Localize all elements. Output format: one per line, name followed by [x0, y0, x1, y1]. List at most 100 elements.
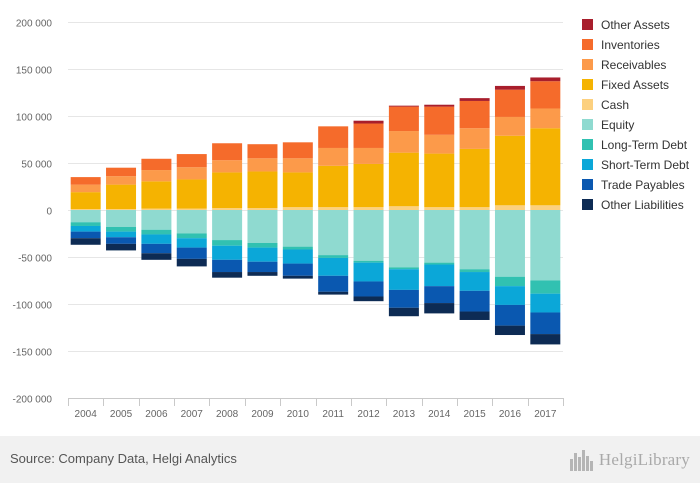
helgi-library-logo[interactable]: HelgiLibrary: [569, 448, 690, 472]
bar-trade-payables: [388, 289, 419, 308]
bar-receivables: [141, 170, 172, 182]
bar-cash: [318, 207, 349, 210]
bar-other-assets: [353, 120, 384, 124]
bar-other-liabilities: [70, 238, 101, 245]
logo-text: HelgiLibrary: [598, 450, 690, 469]
x-tick-label: 2008: [216, 409, 239, 420]
bar-inventories: [141, 158, 172, 171]
bar-trade-payables: [212, 259, 243, 273]
bar-other-liabilities: [318, 291, 349, 295]
legend-swatch: [582, 39, 593, 50]
legend-swatch: [582, 79, 593, 90]
bar-receivables: [247, 158, 278, 172]
bar-receivables: [106, 176, 137, 185]
bar-equity: [459, 210, 490, 270]
bar-cash: [247, 208, 278, 210]
bar-inventories: [424, 106, 455, 135]
y-tick-label: -150 000: [13, 348, 53, 359]
bar-cash: [282, 207, 313, 210]
bar-other-liabilities: [494, 325, 525, 336]
bar-equity: [212, 210, 243, 241]
y-tick-label: 50 000: [21, 160, 52, 171]
bar-long-term-debt: [424, 262, 455, 265]
bar-long-term-debt: [176, 233, 207, 239]
bar-short-term-debt: [424, 264, 455, 287]
x-tick-label: 2005: [110, 409, 133, 420]
bar-long-term-debt: [353, 260, 384, 263]
legend-label: Other Liabilities: [601, 198, 684, 212]
bar-trade-payables: [106, 237, 137, 244]
bar-short-term-debt: [212, 245, 243, 260]
bar-cash: [353, 207, 384, 210]
y-tick-label: -100 000: [13, 301, 53, 312]
bar-receivables: [388, 131, 419, 153]
bar-inventories: [212, 143, 243, 161]
source-text: Source: Company Data, Helgi Analytics: [10, 451, 237, 466]
bar-fixed-assets: [353, 163, 384, 208]
bar-inventories: [530, 81, 561, 109]
bar-receivables: [530, 108, 561, 129]
bar-equity: [176, 210, 207, 234]
legend-label: Inventories: [601, 38, 660, 52]
bar-cash: [212, 208, 243, 210]
legend-swatch: [582, 159, 593, 170]
bar-receivables: [212, 160, 243, 173]
bar-other-liabilities: [424, 303, 455, 314]
legend-label: Short-Term Debt: [601, 158, 690, 172]
x-tick-label: 2015: [463, 409, 486, 420]
bar-trade-payables: [424, 286, 455, 304]
y-tick-label: -200 000: [13, 395, 53, 406]
y-tick-label: 100 000: [16, 113, 53, 124]
bar-other-assets: [459, 98, 490, 101]
bar-other-assets: [494, 85, 525, 90]
legend-swatch: [582, 139, 593, 150]
bar-inventories: [176, 154, 207, 168]
bar-long-term-debt: [212, 240, 243, 246]
bar-cash: [141, 208, 172, 210]
bar-equity: [106, 210, 137, 227]
bar-inventories: [106, 167, 137, 177]
bar-receivables: [424, 134, 455, 154]
bar-trade-payables: [494, 304, 525, 326]
legend-label: Fixed Assets: [601, 78, 669, 92]
bar-cash: [176, 208, 207, 210]
bar-short-term-debt: [176, 238, 207, 248]
bar-long-term-debt: [247, 242, 278, 248]
y-tick-label: 150 000: [16, 66, 53, 77]
bar-receivables: [70, 184, 101, 193]
bar-fixed-assets: [70, 192, 101, 210]
bar-fixed-assets: [530, 128, 561, 206]
bar-long-term-debt: [530, 280, 561, 294]
bar-short-term-debt: [353, 262, 384, 282]
bar-inventories: [353, 123, 384, 148]
bar-trade-payables: [247, 261, 278, 273]
x-tick-label: 2016: [499, 409, 522, 420]
bar-other-liabilities: [106, 243, 137, 251]
bar-cash: [494, 205, 525, 210]
y-tick-label: 200 000: [16, 19, 53, 30]
bar-long-term-debt: [106, 226, 137, 232]
bar-inventories: [459, 100, 490, 129]
bar-other-liabilities: [459, 311, 490, 320]
bar-other-liabilities: [353, 296, 384, 302]
x-tick-label: 2017: [534, 409, 557, 420]
bar-short-term-debt: [318, 257, 349, 276]
bar-fixed-assets: [282, 172, 313, 208]
bar-inventories: [70, 177, 101, 185]
bar-equity: [353, 210, 384, 261]
bar-short-term-debt: [494, 286, 525, 305]
bar-fixed-assets: [459, 148, 490, 208]
y-tick-label: -50 000: [18, 254, 52, 265]
bar-equity: [141, 210, 172, 230]
x-tick-label: 2006: [145, 409, 168, 420]
bar-inventories: [282, 142, 313, 159]
bar-trade-payables: [353, 281, 384, 297]
x-tick-label: 2012: [357, 409, 380, 420]
bar-fixed-assets: [494, 135, 525, 206]
bar-short-term-debt: [388, 269, 419, 290]
bar-short-term-debt: [282, 249, 313, 264]
bar-other-liabilities: [388, 307, 419, 317]
city-skyline-icon: [569, 450, 593, 471]
bar-fixed-assets: [247, 171, 278, 209]
bar-cash: [459, 207, 490, 210]
